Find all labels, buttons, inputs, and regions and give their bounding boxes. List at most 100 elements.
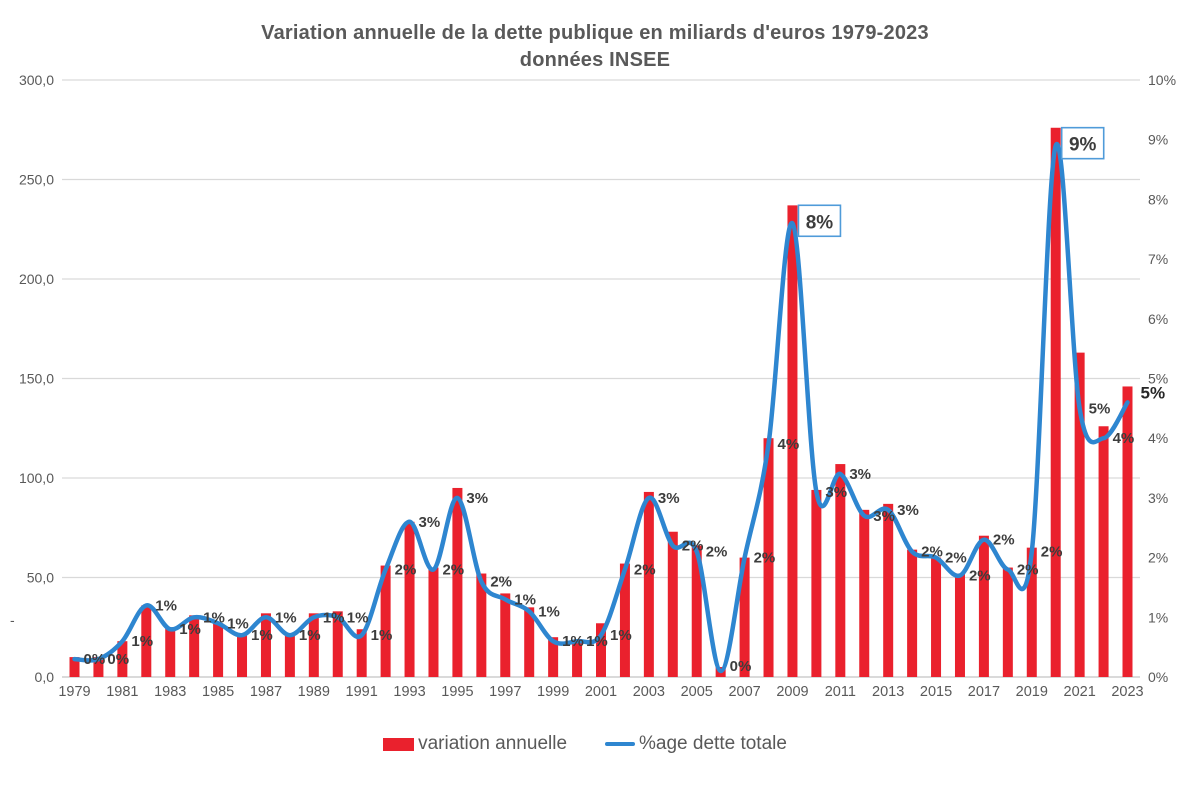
bar — [1026, 547, 1037, 677]
right-axis-tick: 4% — [1148, 430, 1168, 446]
bar — [596, 623, 606, 677]
point-label: 2% — [682, 538, 704, 555]
point-label: 1% — [371, 627, 393, 644]
point-label: 0% — [107, 651, 129, 668]
left-axis-tick: 300,0 — [19, 72, 54, 88]
bar — [69, 657, 80, 677]
point-label: 1% — [562, 633, 584, 650]
bar — [332, 611, 343, 677]
point-label: 3% — [658, 490, 680, 507]
left-axis-tick: 0,0 — [35, 669, 55, 685]
bar — [548, 637, 559, 677]
legend-label-pct-dette-totale: %age dette totale — [639, 733, 787, 754]
chart-title-line2: données INSEE — [519, 49, 671, 71]
bar — [1002, 567, 1013, 677]
bar — [189, 615, 200, 677]
legend-item-variation-annuelle: variation annuelle — [383, 733, 567, 755]
bar — [667, 531, 678, 677]
x-axis-tick: 2001 — [585, 684, 617, 700]
x-axis-tick: 2005 — [681, 684, 713, 700]
line-swatch-icon — [605, 742, 636, 746]
point-label: 1% — [586, 633, 608, 650]
x-axis-tick: 2021 — [1064, 684, 1096, 700]
point-label: 5% — [1089, 400, 1111, 417]
bar — [811, 489, 822, 677]
point-label: 2% — [993, 532, 1015, 549]
point-label: 2% — [969, 568, 991, 585]
right-axis-tick: 10% — [1148, 72, 1176, 88]
bar — [380, 565, 391, 677]
point-label: 2% — [395, 562, 417, 579]
x-axis-tick: 2023 — [1111, 684, 1143, 700]
x-axis-tick: 2019 — [1016, 684, 1048, 700]
bar — [883, 503, 894, 677]
x-axis-tick: 1991 — [346, 684, 378, 700]
bar — [524, 607, 535, 677]
legend: variation annuelle %age dette totale — [0, 733, 1170, 755]
point-label: 1% — [155, 597, 177, 614]
right-axis-tick: 9% — [1148, 132, 1168, 148]
left-axis-tick: 100,0 — [19, 470, 54, 486]
x-axis-tick: 1979 — [58, 684, 90, 700]
line-series-path — [72, 141, 1130, 674]
x-axis-tick: 2011 — [825, 684, 856, 700]
bar — [691, 545, 702, 677]
point-label: 3% — [825, 484, 847, 501]
bar — [859, 509, 870, 677]
x-axis-tick: 1993 — [393, 684, 425, 700]
chart-title: Variation annuelle de la dette publique … — [0, 20, 1190, 74]
right-axis-tick: 2% — [1148, 550, 1168, 566]
point-label: 2% — [1017, 562, 1039, 579]
point-label: 1% — [610, 627, 632, 644]
point-label: 1% — [323, 609, 345, 626]
x-axis-tick: 1983 — [154, 684, 186, 700]
bar — [619, 563, 630, 677]
right-axis-tick: 0% — [1148, 669, 1168, 685]
bar — [476, 573, 487, 677]
point-label: 2% — [754, 550, 776, 567]
axis-stray-dash: - — [10, 612, 15, 628]
point-label: 1% — [514, 591, 536, 608]
bar — [572, 641, 583, 677]
right-axis-tick: 5% — [1148, 371, 1168, 387]
point-label: 1% — [131, 633, 153, 650]
x-axis-tick: 2009 — [776, 684, 808, 700]
bar — [787, 205, 798, 677]
bar — [500, 593, 511, 677]
x-axis-tick: 2007 — [728, 684, 760, 700]
point-label: 2% — [634, 562, 656, 579]
point-label: 3% — [419, 514, 441, 531]
left-axis-tick: 200,0 — [19, 271, 54, 287]
x-axis-tick: 1989 — [298, 684, 330, 700]
x-axis-tick: 1999 — [537, 684, 569, 700]
point-label: 0% — [730, 658, 752, 675]
bar — [284, 635, 295, 677]
point-label: 2% — [921, 544, 943, 561]
bar — [978, 535, 989, 677]
right-axis-tick: 8% — [1148, 191, 1168, 207]
bar — [404, 521, 415, 677]
x-axis-tick: 2017 — [968, 684, 1000, 700]
x-axis-tick: 1997 — [489, 684, 521, 700]
point-label: 2% — [442, 562, 464, 579]
point-label: 1% — [347, 609, 369, 626]
bar — [739, 557, 750, 677]
left-axis-tick: 250,0 — [19, 172, 54, 188]
bar — [835, 464, 846, 677]
x-axis-tick: 1981 — [106, 684, 138, 700]
bar — [260, 613, 271, 677]
annotation-bold-label: 5% — [1141, 383, 1166, 402]
bar — [931, 557, 942, 677]
bar — [356, 629, 367, 677]
left-axis-tick: 50,0 — [27, 570, 54, 586]
point-label: 1% — [179, 621, 201, 638]
point-label: 4% — [778, 436, 800, 453]
point-label: 2% — [945, 550, 967, 567]
bar — [1074, 352, 1085, 677]
x-axis-tick: 1995 — [441, 684, 473, 700]
point-label: 2% — [490, 573, 512, 590]
point-label: 1% — [203, 609, 225, 626]
point-label: 3% — [897, 502, 919, 519]
